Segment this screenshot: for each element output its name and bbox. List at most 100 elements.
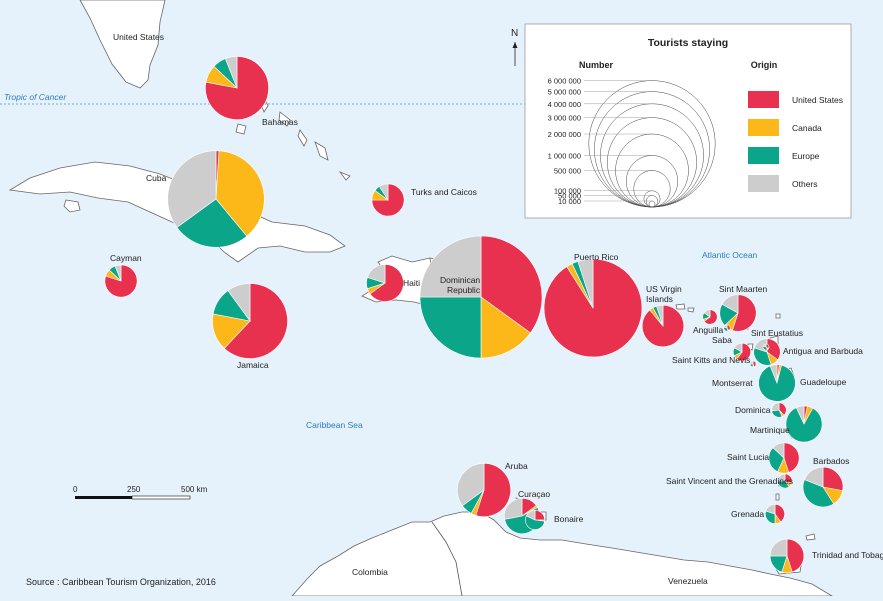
pie-slice-grenada-others	[765, 504, 776, 515]
legend-size-label-10: 10 000	[558, 197, 581, 206]
pie-slice-sint-eustatius-others	[762, 343, 767, 348]
pie-dominica	[771, 402, 787, 418]
pie-slice-barbados-others	[804, 466, 824, 488]
label-cuba: Cuba	[146, 173, 167, 183]
legend-background	[524, 23, 852, 219]
label-antigua-and-barbuda: Antigua and Barbuda	[783, 346, 863, 356]
pie-slice-barbados-us	[822, 466, 844, 492]
label-saint-kitts-and-nevis: Saint Kitts and Nevis	[672, 355, 750, 365]
scale-bar: 0 250 500 km	[73, 485, 208, 500]
legend-swatch-canada	[748, 119, 779, 136]
source-note: Source : Caribbean Tourism Organization,…	[26, 577, 216, 587]
legend-label-us: United States	[792, 95, 843, 105]
pie-cuba	[167, 150, 265, 248]
legend-size-circles: 6 000 000 5 000 000 4 000 000 3 000 000 2 00…	[548, 77, 716, 208]
scale-tick-0: 0	[73, 485, 78, 494]
label-jamaica: Jamaica	[237, 360, 269, 370]
pie-slice-antigua-and-barbuda-us	[766, 338, 781, 361]
pie-saba	[723, 324, 731, 332]
label-barbados: Barbados	[813, 456, 849, 466]
label-curacao: Curaçao	[518, 489, 550, 499]
pie-trinidad-and-tobago	[769, 538, 805, 574]
legend-box: Tourists staying Number Origin 6 000 000…	[524, 23, 852, 219]
united-states-label: United States	[113, 32, 164, 42]
label-grenada: Grenada	[731, 509, 764, 519]
scale-bar-half-white	[131, 495, 191, 500]
pie-slice-barbados-europe	[802, 479, 835, 508]
legend-label-canada: Canada	[792, 123, 822, 133]
legend-title: Tourists staying	[648, 37, 728, 49]
pie-slice-dominica-others	[771, 402, 780, 412]
pie-turks-and-caicos	[371, 183, 405, 217]
legend-size-label-7: 500 000	[554, 167, 581, 176]
scale-bar-half-black	[75, 496, 132, 499]
pie-slice-cuba-europe	[176, 198, 248, 248]
label-cayman: Cayman	[110, 253, 142, 263]
legend-label-europe: Europe	[792, 151, 820, 161]
destination-pies	[104, 56, 844, 574]
border-colombia-venezuela	[431, 521, 463, 597]
scale-tick-500: 500 km	[181, 485, 208, 494]
pie-saint-kitts-and-nevis	[732, 342, 752, 362]
pie-montserrat	[749, 360, 757, 368]
pie-slice-puerto-rico-others	[577, 258, 594, 309]
pie-slice-cuba-others	[167, 150, 217, 228]
pie-slice-grenada-us	[774, 504, 785, 523]
pie-slice-martinique-others	[795, 405, 805, 425]
legend-size-label-9: 50 000	[558, 191, 581, 200]
legend-swatch-europe	[748, 147, 779, 164]
pie-slice-guadeloupe-others	[769, 364, 778, 384]
pie-slice-dominican-republic-canada	[480, 296, 531, 359]
pie-slice-guadeloupe-europe	[758, 364, 796, 402]
pie-slice-jamaica-others	[227, 283, 251, 322]
pie-sint-eustatius	[762, 343, 770, 351]
legend-swatch-others	[748, 175, 779, 192]
pie-slice-turks-and-caicos-us	[371, 183, 405, 217]
label-bonaire: Bonaire	[554, 514, 584, 524]
label-turks-and-caicos: Turks and Caicos	[411, 187, 477, 197]
caribbean-sea-label: Caribbean Sea	[306, 420, 363, 430]
label-dominican-republic-line-2: Republic	[447, 285, 481, 295]
pie-slice-saba-others	[723, 324, 728, 329]
label-dominica: Dominica	[735, 405, 771, 415]
legend-swatch-us	[748, 91, 779, 108]
pie-slice-saint-vincent-and-the-grenadines-others	[777, 473, 786, 482]
pie-aruba	[457, 463, 511, 517]
pie-slice-haiti-us	[369, 264, 404, 302]
pie-slice-sint-maarten-us	[731, 294, 757, 332]
label-us-virgin-islands-line-2: Islands	[646, 294, 673, 304]
legend-size-label-8: 100 000	[554, 187, 581, 196]
label-puerto-rico: Puerto Rico	[574, 252, 619, 262]
pie-slice-haiti-others	[367, 264, 386, 284]
pie-slice-saint-lucia-europe	[768, 447, 785, 473]
pie-slice-aruba-others	[457, 463, 485, 507]
pie-slice-dominican-republic-others	[419, 235, 482, 298]
legend-size-label-2: 5 000 000	[548, 88, 581, 97]
legend-label-others: Others	[792, 179, 818, 189]
pie-antigua-and-barbuda	[753, 338, 781, 366]
legend-size-label-5: 2 000 000	[548, 130, 581, 139]
pie-slice-trinidad-and-tobago-others	[769, 538, 788, 557]
label-martinique: Martinique	[750, 425, 790, 435]
label-saint-lucia: Saint Lucia	[727, 452, 769, 462]
label-haiti: Haiti	[403, 278, 420, 288]
pie-slice-trinidad-and-tobago-us	[786, 538, 805, 573]
land-florida	[79, 0, 166, 89]
legend-size-label-4: 3 000 000	[548, 114, 581, 123]
pie-grenada	[765, 504, 785, 524]
pie-curacao	[504, 498, 540, 535]
pie-anguilla	[702, 309, 718, 325]
north-arrow-label: N	[511, 28, 518, 39]
colombia-label: Colombia	[352, 567, 388, 577]
pie-guadeloupe	[758, 364, 796, 402]
pie-slice-saint-lucia-us	[783, 442, 800, 473]
label-anguilla: Anguilla	[693, 325, 724, 335]
atlantic-ocean-label: Atlantic Ocean	[702, 250, 758, 260]
pie-cayman	[104, 264, 138, 298]
pie-bahamas	[205, 56, 269, 120]
pie-us-virgin-islands	[641, 304, 685, 348]
label-aruba: Aruba	[505, 461, 528, 471]
pie-slice-sint-maarten-others	[721, 294, 739, 314]
